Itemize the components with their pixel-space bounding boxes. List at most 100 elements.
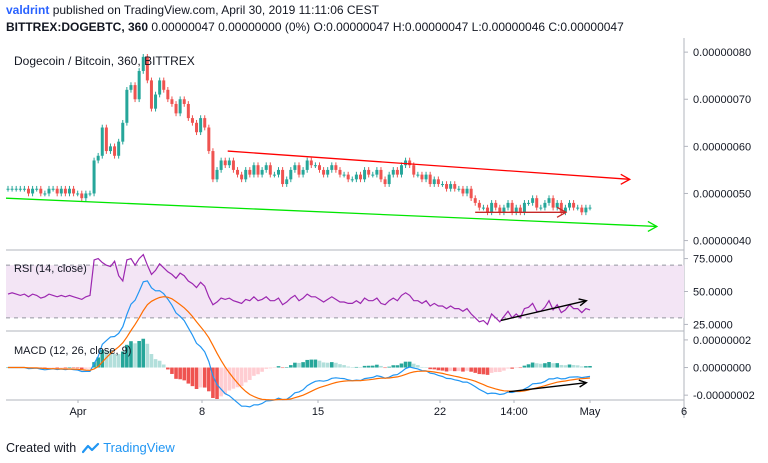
macd-histogram-bar <box>194 367 199 389</box>
publish-info: valdrint published on TradingView.com, A… <box>6 3 379 17</box>
candle-body <box>281 169 285 185</box>
macd-histogram-bar <box>448 367 453 371</box>
candle-body <box>543 202 547 208</box>
macd-histogram-bar <box>198 367 203 388</box>
candle-body <box>195 122 199 133</box>
candle-body <box>547 198 551 203</box>
candle-body <box>31 188 35 194</box>
candle-body <box>190 118 194 123</box>
candle-body <box>129 85 133 90</box>
time-tick-label: 8 <box>199 406 205 418</box>
candle-body <box>43 193 47 195</box>
candle-body <box>363 169 367 180</box>
candle-body <box>207 127 211 152</box>
trendlines <box>5 150 659 233</box>
tradingview-brand-link[interactable]: TradingView <box>103 440 175 455</box>
candle-body <box>572 202 576 208</box>
macd-histogram-bar <box>272 367 277 369</box>
macd-histogram-bar <box>96 357 100 368</box>
candle-body <box>18 188 22 190</box>
candle-body <box>84 193 88 199</box>
axes: 0.00000080 0.00000070 0.00000060 0.00000050… <box>69 47 754 418</box>
candle-body <box>297 165 301 175</box>
macd-histogram-bar <box>530 362 535 368</box>
footer: Created with TradingView <box>6 440 175 455</box>
candle-body <box>354 174 358 180</box>
candle-body <box>486 207 490 213</box>
macd-histogram-bar <box>539 363 543 368</box>
macd-histogram-bar <box>112 353 117 368</box>
author-link[interactable]: valdrint <box>6 3 50 17</box>
candle-body <box>133 85 137 100</box>
macd-histogram-bar <box>178 367 182 380</box>
macd-histogram-bar <box>387 366 391 368</box>
candle-body <box>121 122 125 142</box>
candle-body <box>490 202 494 213</box>
macd-histogram-bar <box>563 365 568 368</box>
macd-histogram-bar <box>547 362 551 368</box>
macd-histogram-bar <box>59 367 64 369</box>
macd-histogram-bar <box>55 367 59 369</box>
candle-body <box>289 169 293 180</box>
candle-body <box>145 56 149 81</box>
macd-histogram-bar <box>506 367 510 369</box>
time-tick-label: 14:00 <box>500 406 528 418</box>
candle-body <box>502 207 506 213</box>
macd-histogram-bar <box>407 361 412 368</box>
macd-label: MACD (12, 26, close, 9) <box>14 345 131 357</box>
macd-histogram-bar <box>190 367 195 387</box>
candle-body <box>100 127 104 156</box>
macd-divergence-arrow-head <box>578 379 588 388</box>
macd-histogram-bar <box>227 367 232 391</box>
candle-body <box>576 207 580 209</box>
candle-body <box>449 184 453 189</box>
macd-tick-label: -0.00000002 <box>693 390 755 402</box>
macd-histogram-bar <box>354 366 359 368</box>
candle-body <box>326 169 330 175</box>
macd-histogram-bar <box>383 367 387 369</box>
macd-histogram-bar <box>239 367 244 387</box>
macd-histogram-bar <box>551 363 555 368</box>
rsi-divergence-arrow-head <box>578 298 588 307</box>
macd-histogram-bar <box>498 367 502 372</box>
chart-title: Dogecoin / Bitcoin, 360, BITTREX <box>14 54 195 68</box>
macd-histogram-bar <box>329 362 334 368</box>
macd-histogram-bar <box>67 367 72 369</box>
time-tick-label: Apr <box>69 406 86 418</box>
candle-body <box>272 174 276 176</box>
chart-area[interactable]: 0.00000080 0.00000070 0.00000060 0.00000050… <box>0 38 768 438</box>
rsi-divergence-arrow <box>500 300 587 322</box>
time-tick-label: 22 <box>434 406 446 418</box>
candle-body <box>149 80 153 109</box>
candle-body <box>174 103 178 114</box>
macd-histogram-bar <box>289 365 293 368</box>
signal-line <box>8 296 591 401</box>
macd-histogram-bar <box>469 367 473 372</box>
macd-histogram-bar <box>321 362 326 368</box>
macd-histogram-bar <box>125 344 129 368</box>
macd-histogram-bar <box>555 363 560 368</box>
red-line-arrow <box>620 173 632 185</box>
candle-body <box>141 56 145 71</box>
candle-body <box>367 169 371 175</box>
rsi-label: RSI (14, close) <box>14 263 87 275</box>
candle-body <box>67 188 71 194</box>
candle-body <box>231 160 235 170</box>
macd-histogram-bar <box>526 364 531 368</box>
symbol-info: BITTREX:DOGEBTC, 360 0.00000047 0.000000… <box>6 20 624 34</box>
candle-body <box>445 184 449 189</box>
macd-histogram-bar <box>580 366 584 368</box>
rsi-tick-label: 50.0000 <box>693 287 733 299</box>
trendline-green <box>5 197 657 228</box>
candle-body <box>580 207 584 213</box>
candle-body <box>22 188 26 190</box>
candle-body <box>256 165 260 175</box>
macd-histogram-bar <box>268 367 273 369</box>
candle-body <box>453 184 457 189</box>
time-tick-label: 15 <box>312 406 324 418</box>
macd-histogram-bar <box>543 363 547 368</box>
candle-body <box>424 174 428 180</box>
candle-body <box>412 165 416 175</box>
rsi-line <box>7 253 591 326</box>
macd-histogram-bar <box>461 367 465 372</box>
